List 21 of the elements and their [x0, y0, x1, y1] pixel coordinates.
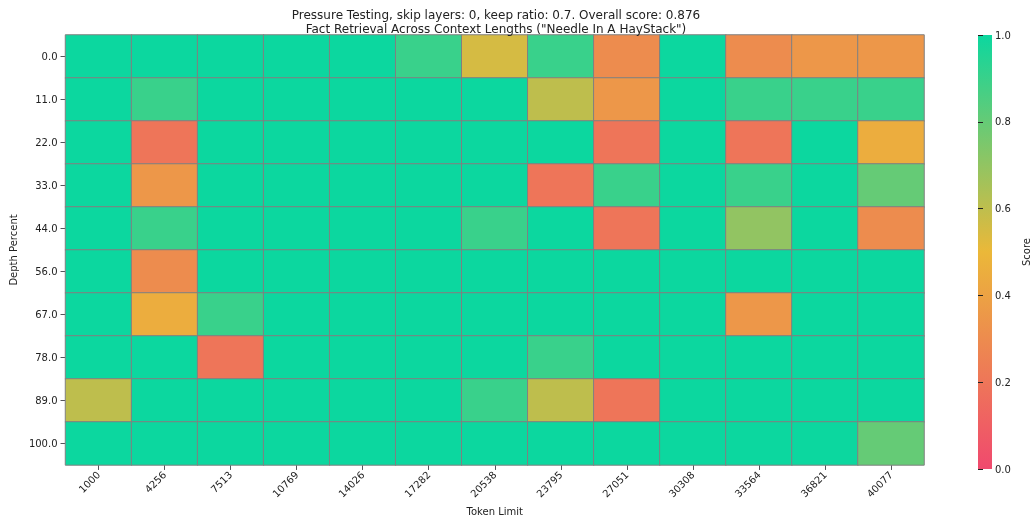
y-tick-label: 44.0 [35, 222, 58, 234]
y-tick-label: 11.0 [35, 93, 58, 105]
color-bar-label: 0.6 [995, 203, 1011, 215]
y-tick-label: 33.0 [35, 179, 58, 191]
color-bar-label: 0.0 [995, 463, 1011, 475]
chart-title: Pressure Testing, skip layers: 0, keep ratio: 0.7. Overall score: 0.876 [291, 8, 701, 22]
color-bar-label: 0.4 [995, 289, 1011, 301]
color-bar-label: 0.8 [995, 116, 1011, 128]
y-tick-label: 78.0 [35, 351, 58, 363]
y-tick-label: 100.0 [28, 437, 58, 449]
chart-subtitle: Fact Retrieval Across Context Lengths ("Needle In A HayStack") [305, 22, 687, 36]
y-tick-label: 56.0 [35, 265, 58, 277]
x-axis-title: Token Limit [465, 505, 524, 517]
y-tick-label: 67.0 [35, 308, 58, 320]
y-tick-label: 89.0 [35, 394, 58, 406]
y-axis-title: Depth Percent [7, 214, 19, 286]
y-tick-label: 0.0 [41, 51, 58, 62]
color-bar-title: Score [1020, 237, 1032, 267]
y-tick-label: 22.0 [35, 136, 58, 148]
color-bar-label: 1.0 [995, 29, 1011, 41]
color-bar-label: 0.2 [995, 376, 1011, 388]
